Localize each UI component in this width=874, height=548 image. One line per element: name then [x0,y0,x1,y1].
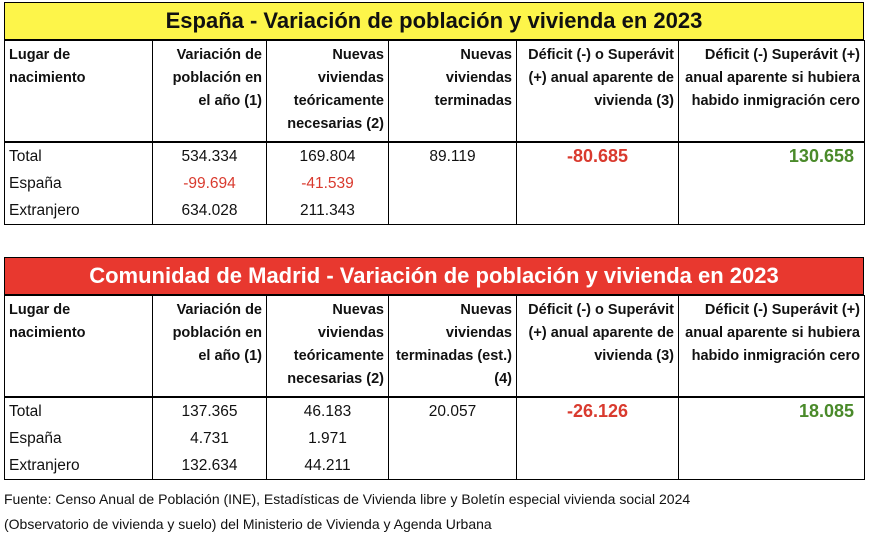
row-label: España [4,170,153,197]
cell-needed: 169.804 [266,142,389,170]
cell-zero-immigration [678,425,865,452]
cell-completed [388,197,517,225]
header-needed-housing: Nuevas viviendas teóricamente necesarias… [266,40,389,143]
row-label: España [4,425,153,452]
cell-deficit [516,197,679,225]
header-population-variation: Variación de población en el año (1) [152,40,267,143]
cell-completed [388,170,517,197]
cell-needed: 211.343 [266,197,389,225]
spain-table: Lugar de nacimiento Variación de poblaci… [4,40,865,225]
madrid-table-title: Comunidad de Madrid - Variación de pobla… [4,257,864,295]
source-note: Fuente: Censo Anual de Población (INE), … [4,487,690,537]
source-line-2: (Observatorio de vivienda y suelo) del M… [4,516,492,532]
cell-deficit: -26.126 [516,397,679,425]
header-deficit: Déficit (-) o Superávit (+) anual aparen… [516,40,679,143]
cell-needed: 44.211 [266,452,389,480]
header-completed-housing: Nuevas viviendas terminadas (est.) (4) [388,295,517,398]
table-row: España 4.731 1.971 [4,425,865,452]
cell-variation: 634.028 [152,197,267,225]
spain-header-row: Lugar de nacimiento Variación de poblaci… [4,40,865,143]
cell-variation: 132.634 [152,452,267,480]
cell-deficit [516,425,679,452]
spain-table-block: España - Variación de población y vivien… [4,2,865,225]
cell-needed: -41.539 [266,170,389,197]
header-completed-housing: Nuevas viviendas terminadas [388,40,517,143]
row-label: Total [4,142,153,170]
cell-variation: 137.365 [152,397,267,425]
cell-needed: 1.971 [266,425,389,452]
cell-completed: 89.119 [388,142,517,170]
cell-variation: 4.731 [152,425,267,452]
cell-variation: 534.334 [152,142,267,170]
header-needed-housing: Nuevas viviendas teóricamente necesarias… [266,295,389,398]
table-row: Extranjero 634.028 211.343 [4,197,865,225]
table-row: Total 137.365 46.183 20.057 -26.126 18.0… [4,397,865,425]
table-row: España -99.694 -41.539 [4,170,865,197]
madrid-header-row: Lugar de nacimiento Variación de poblaci… [4,295,865,398]
header-deficit: Déficit (-) o Superávit (+) anual aparen… [516,295,679,398]
cell-zero-immigration [678,170,865,197]
spain-table-title: España - Variación de población y vivien… [4,2,864,40]
cell-variation: -99.694 [152,170,267,197]
cell-deficit [516,170,679,197]
cell-needed: 46.183 [266,397,389,425]
header-zero-immigration: Déficit (-) Superávit (+) anual aparente… [678,295,865,398]
madrid-table: Lugar de nacimiento Variación de poblaci… [4,295,865,480]
cell-completed [388,452,517,480]
cell-deficit: -80.685 [516,142,679,170]
header-population-variation: Variación de población en el año (1) [152,295,267,398]
row-label: Extranjero [4,452,153,480]
cell-completed [388,425,517,452]
cell-zero-immigration: 18.085 [678,397,865,425]
source-line-1: Fuente: Censo Anual de Población (INE), … [4,491,691,507]
row-label: Extranjero [4,197,153,225]
table-row: Total 534.334 169.804 89.119 -80.685 130… [4,142,865,170]
cell-zero-immigration [678,197,865,225]
cell-zero-immigration [678,452,865,480]
header-birthplace: Lugar de nacimiento [4,295,153,398]
table-row: Extranjero 132.634 44.211 [4,452,865,480]
cell-deficit [516,452,679,480]
madrid-table-block: Comunidad de Madrid - Variación de pobla… [4,257,865,480]
header-birthplace: Lugar de nacimiento [4,40,153,143]
cell-completed: 20.057 [388,397,517,425]
cell-zero-immigration: 130.658 [678,142,865,170]
row-label: Total [4,397,153,425]
header-zero-immigration: Déficit (-) Superávit (+) anual aparente… [678,40,865,143]
